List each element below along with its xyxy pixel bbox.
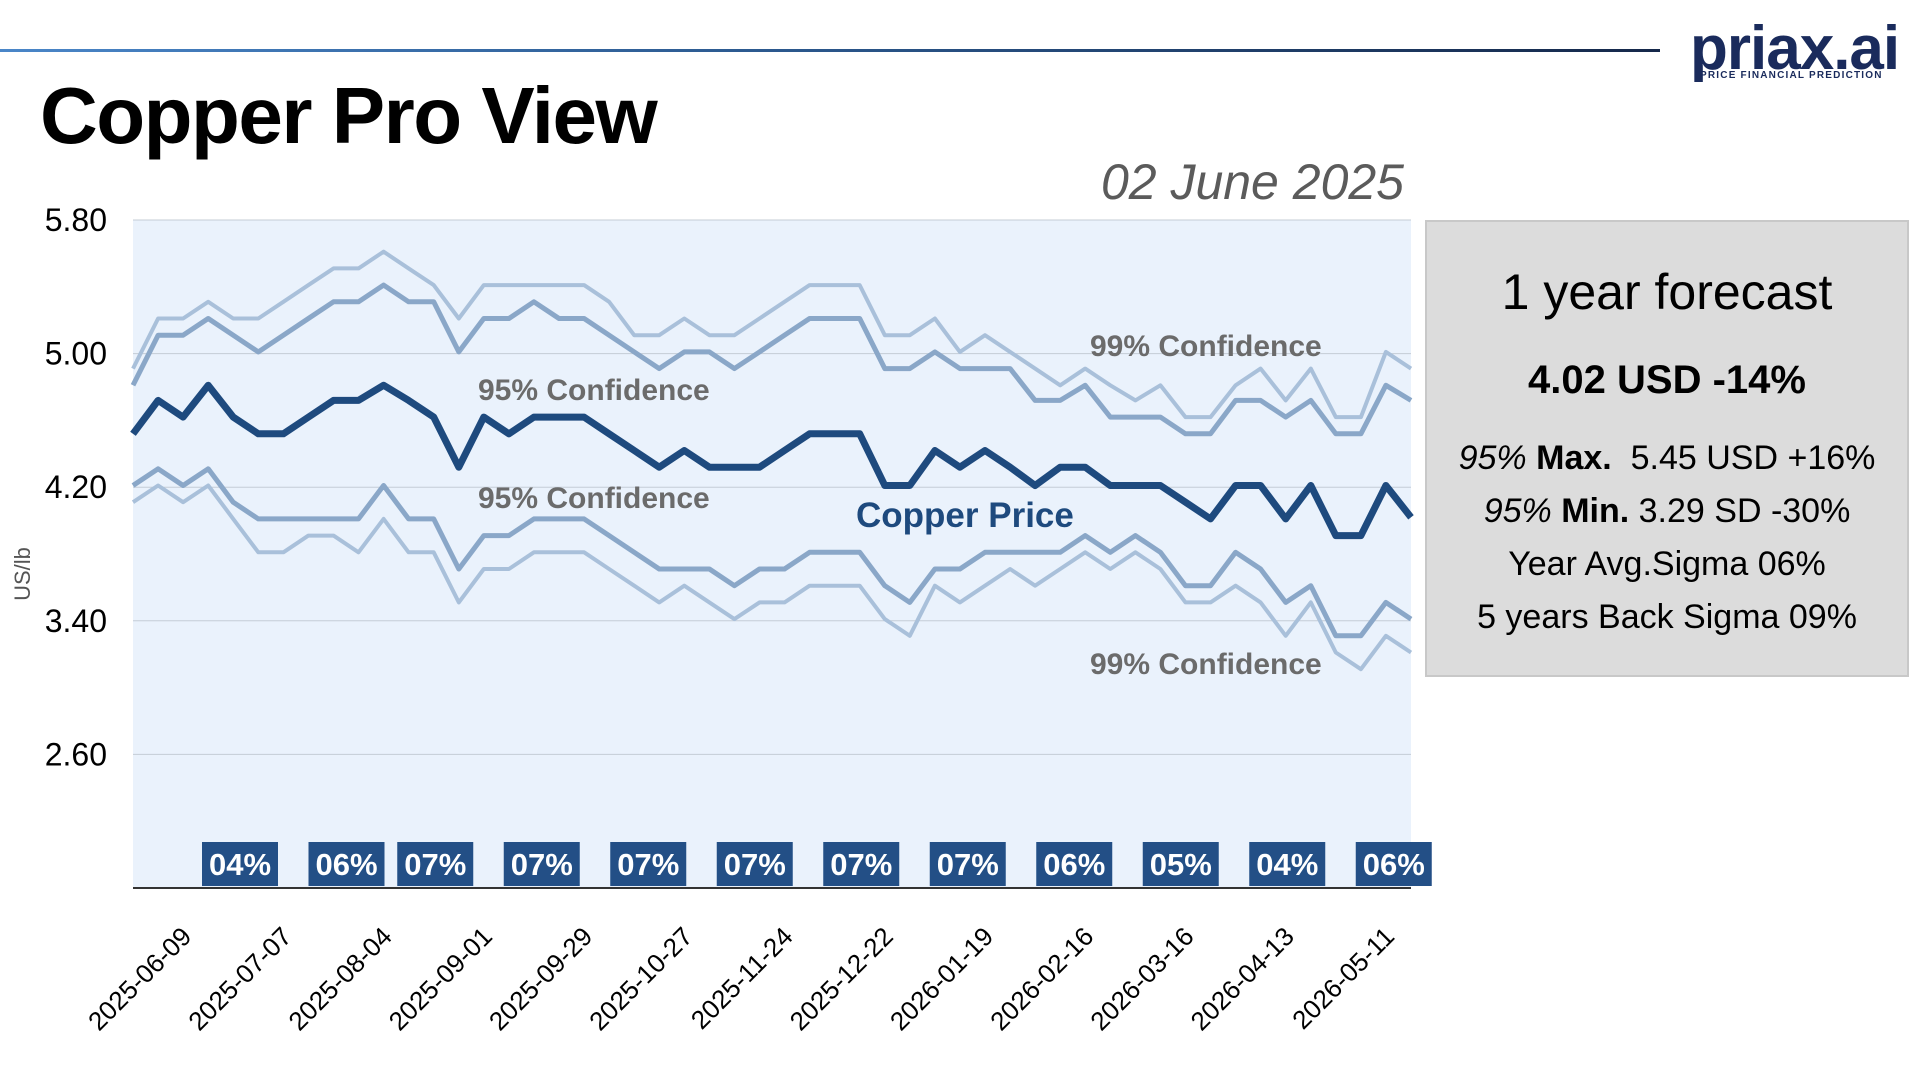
badge-layer: 04% 06% 07% 07% 07% 07% 07% 07% 06% 05% 04% 06% [202,842,1432,886]
label-layer: 99% Confidence 95% Confidence 95% Confiden… [478,330,1322,681]
annotation-upper95: 95% Confidence [478,374,710,407]
x-tick-label: 2025-06-09 [82,921,197,1036]
annotation-lower99: 99% Confidence [1090,648,1322,681]
y-tick-label: 5.00 [45,336,107,372]
forecast-headline: 4.02 USD -14% [1528,358,1806,402]
y-axis-title: US/lb [10,547,35,601]
report-date: 02 June 2025 [1100,154,1404,210]
sigma-badge [1036,842,1113,886]
series-line-upper99 [131,249,1413,420]
sigma-badge-label: 07% [617,847,679,882]
annotation-lower95: 95% Confidence [478,482,710,515]
x-tick-label: 2025-08-04 [282,921,397,1036]
sigma-badge-label: 07% [830,847,892,882]
sigma-badge-label: 06% [1363,847,1425,882]
forecast-back-sigma: 5 years Back Sigma 09% [1477,598,1857,636]
series-line-lower95 [131,466,1413,639]
x-tick-label: 2025-11-24 [685,921,799,1035]
forecast-min-label: Min. [1561,492,1630,530]
sigma-badge [1249,842,1326,886]
sigma-badge [503,842,580,886]
sigma-badge [202,842,278,886]
series-line-upper95 [130,282,1413,437]
sigma-badge [823,842,900,886]
x-tick-label: 2026-01-19 [884,921,999,1036]
y-tick-label: 4.20 [45,469,107,505]
x-tick-label: 2026-04-13 [1185,921,1300,1036]
series-line-lower99 [131,483,1413,672]
forecast-panel: 1 year forecast 4.02 USD -14% 95% Max. 5… [1425,220,1909,677]
sigma-badge-label: 04% [209,847,271,882]
sigma-badge [610,842,687,886]
plot-area [133,220,1411,888]
annotation-upper99: 99% Confidence [1090,330,1322,363]
sigma-badge [716,842,793,886]
priax-logo: priax.ai PRICE FINANCIAL PREDICTION [1690,14,1900,86]
page-title: Copper Pro View [40,71,658,160]
sigma-badge [397,842,474,886]
x-tick-label: 2026-02-16 [984,921,1099,1036]
sigma-badge-label: 07% [404,847,466,882]
series-line-price [130,381,1414,540]
sigma-badge-label: 06% [1043,847,1105,882]
x-tick-label: 2026-05-11 [1286,921,1400,1035]
y-tick-label: 2.60 [45,736,107,772]
sigma-badge-label: 07% [724,847,786,882]
forecast-max-label: Max. [1536,439,1612,477]
x-tick-label: 2025-12-22 [784,921,899,1036]
forecast-avg-sigma: Year Avg.Sigma 06% [1508,545,1826,583]
header-rule [0,49,1660,52]
y-tick-label: 3.40 [45,603,107,639]
sigma-badge [929,842,1006,886]
forecast-max-prefix: 95% [1458,439,1527,477]
forecast-min-prefix: 95% [1483,492,1552,530]
x-tick-label: 2025-10-27 [583,921,698,1036]
sigma-badge [1355,842,1432,886]
sigma-badge-label: 04% [1256,847,1318,882]
sigma-badge-label: 06% [315,847,377,882]
sigma-badge-label: 05% [1150,847,1212,882]
sigma-badge-label: 07% [511,847,573,882]
sigma-badge [308,842,385,886]
annotation-price: Copper Price [856,496,1074,535]
forecast-min-value: 3.29 SD -30% [1638,492,1851,530]
sigma-badge [1142,842,1219,886]
x-tick-label: 2025-09-29 [483,921,598,1036]
sigma-badge-label: 07% [937,847,999,882]
x-tick-label: 2025-07-07 [182,921,297,1036]
forecast-title: 1 year forecast [1501,264,1833,320]
y-tick-label: 5.80 [45,202,107,238]
grid-layer [133,219,1411,755]
x-tick-label: 2026-03-16 [1084,921,1199,1036]
logo-tagline: PRICE FINANCIAL PREDICTION [1700,70,1883,81]
forecast-min-row: 95% Min. 3.29 SD -30% [1427,489,1907,533]
series-layer [130,249,1414,672]
logo-wordmark: priax.ai [1690,14,1900,83]
forecast-max-row: 95% Max. 5.45 USD +16% [1427,436,1907,480]
x-tick-label: 2025-09-01 [383,921,498,1036]
forecast-max-value: 5.45 USD +16% [1630,439,1876,477]
